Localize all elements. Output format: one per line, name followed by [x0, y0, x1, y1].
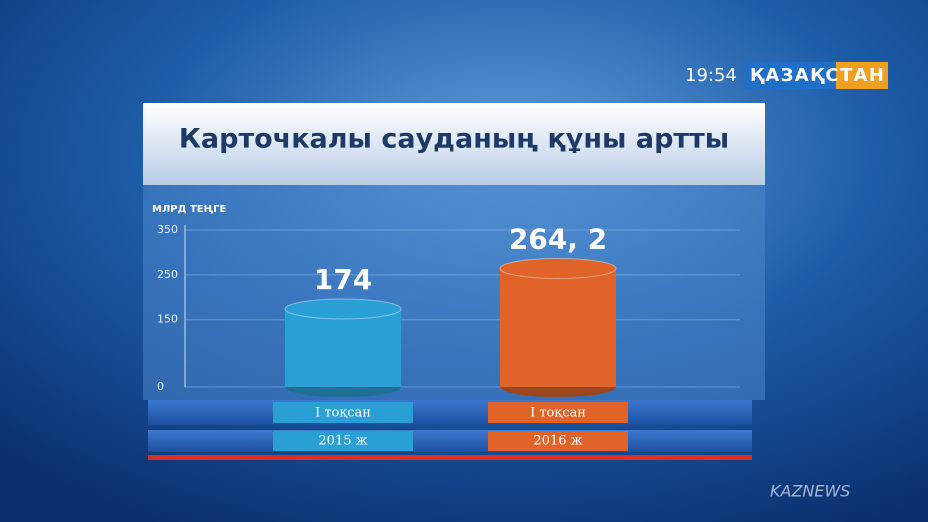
y-tick-label: 150: [157, 313, 178, 326]
logo-accent: [836, 62, 888, 89]
watermark: KAZNEWS: [770, 482, 850, 501]
group-label: 2015 ж: [318, 434, 367, 449]
chart-title: Карточкалы сауданың құны артты: [179, 124, 729, 155]
bar-top: [499, 257, 617, 279]
title-box: [143, 103, 765, 185]
x-tick-label: I тоқсан: [315, 406, 371, 421]
x-tick-label: I тоқсан: [530, 406, 586, 421]
channel-logo: ҚАЗАҚСТАН: [750, 65, 884, 86]
category-box: [488, 402, 628, 423]
category-box: [273, 402, 413, 423]
group-box: [488, 431, 628, 451]
value-label: 174: [314, 263, 372, 296]
group-band: [148, 430, 752, 452]
bar-top: [284, 298, 402, 320]
value-label: 264, 2: [509, 222, 607, 255]
bar: [500, 268, 616, 387]
y-tick-label: 350: [157, 223, 178, 236]
y-axis-label: МЛРД ТЕҢГЕ: [152, 204, 227, 215]
group-label: 2016 ж: [533, 434, 582, 449]
clock: 19:54: [685, 65, 737, 86]
red-line: [148, 455, 752, 460]
y-tick-label: 0: [157, 380, 164, 393]
y-tick-label: 250: [157, 268, 178, 281]
bar: [285, 308, 401, 387]
plot-panel: [143, 185, 765, 400]
group-box: [273, 431, 413, 451]
category-band: [148, 400, 752, 425]
